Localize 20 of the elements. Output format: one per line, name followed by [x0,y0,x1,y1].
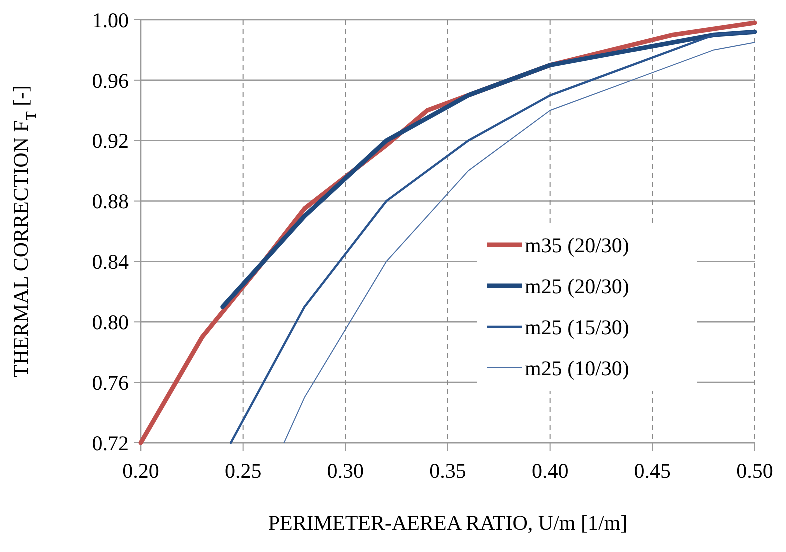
x-tick-label: 0.40 [532,459,569,483]
x-tick-label: 0.25 [224,459,262,483]
x-tick-label: 0.20 [122,459,160,483]
y-tick-label: 0.92 [92,129,129,154]
legend-label: m25 (15/30) [525,315,630,340]
y-tick-label: 0.80 [92,310,129,334]
x-tick-label: 0.35 [430,459,466,483]
x-tick-label: 0.45 [634,459,672,483]
x-tick-label: 0.30 [327,459,364,483]
y-tick-label: 0.76 [92,370,129,395]
legend-label: m25 (10/30) [525,356,630,380]
legend-label: m35 (20/30) [525,233,630,258]
x-tick-label: 0.50 [736,459,774,483]
y-tick-label: 0.84 [92,250,130,274]
legend-label: m25 (20/30) [525,274,630,298]
x-axis-title: PERIMETER-AEREA RATIO, U/m [1/m] [268,511,628,535]
y-tick-label: 1.00 [92,8,129,32]
y-tick-label: 0.88 [92,190,129,214]
y-tick-label: 0.96 [92,68,129,93]
y-tick-label: 0.72 [92,431,129,456]
